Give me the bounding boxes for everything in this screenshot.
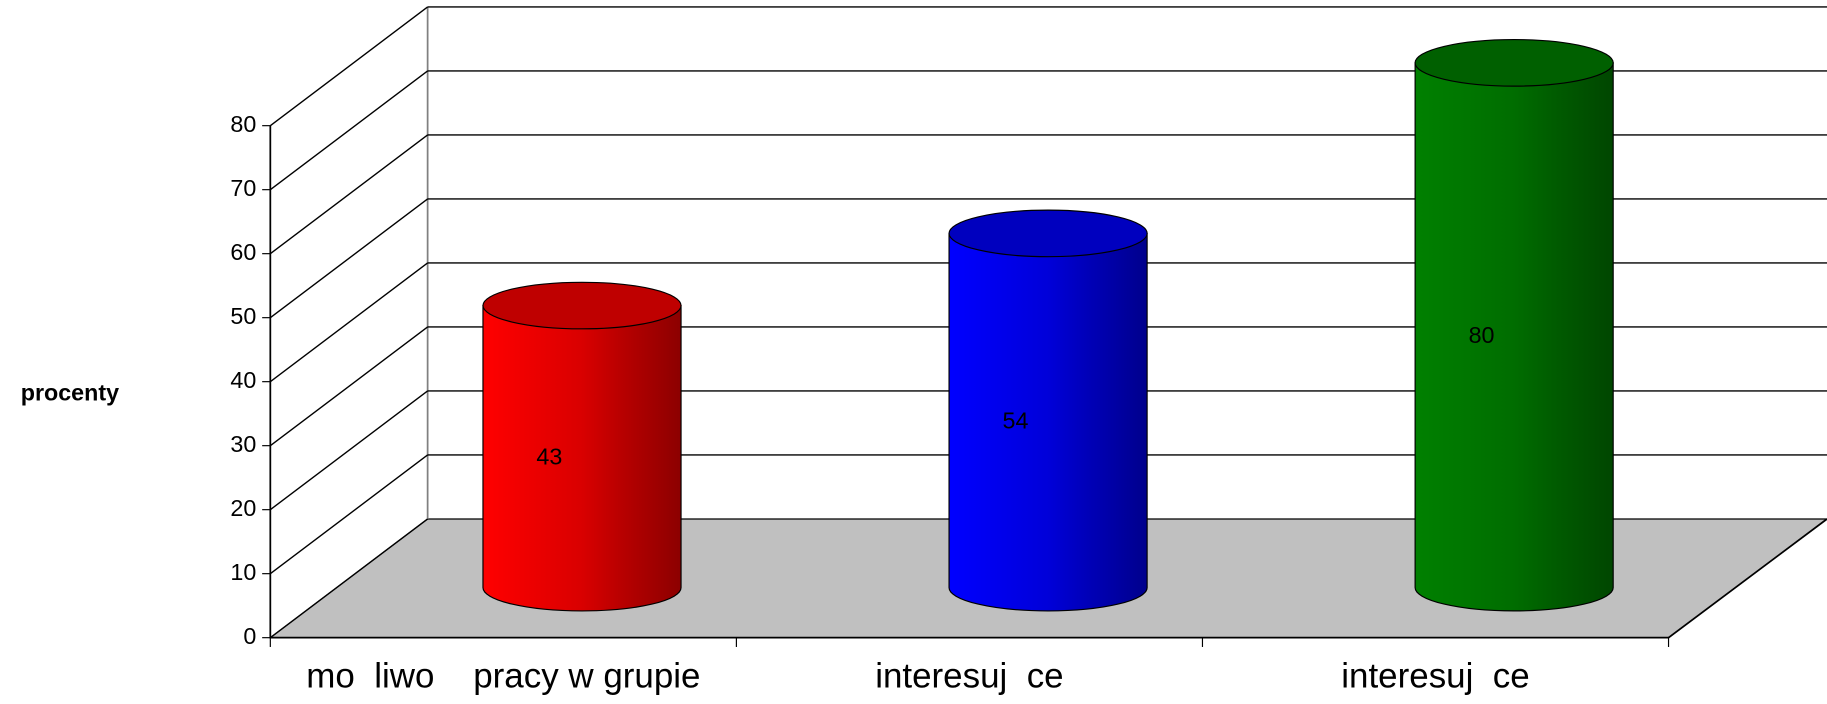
- grid-line: [269, 262, 429, 383]
- y-tick-label: 10: [230, 559, 256, 585]
- y-tick-label: 60: [230, 239, 256, 265]
- grid-line: [269, 390, 429, 511]
- y-axis-label: procenty: [21, 380, 119, 406]
- value-label: 43: [536, 443, 562, 469]
- x-tick-label: interesuj ce: [1341, 657, 1529, 696]
- value-label: 80: [1469, 322, 1495, 348]
- x-tick-label: interesuj ce: [875, 657, 1063, 696]
- x-tick-label: mo liwo pracy w grupie: [306, 657, 700, 696]
- grid-line: [269, 326, 429, 447]
- y-tick-label: 20: [230, 495, 256, 521]
- y-tick-label: 40: [230, 367, 256, 393]
- bar-top: [1414, 38, 1614, 87]
- grid-line: [269, 6, 429, 127]
- bar-top: [948, 209, 1148, 258]
- y-tick-label: 70: [230, 175, 256, 201]
- grid-line: [269, 70, 429, 191]
- y-tick-label: 50: [230, 303, 256, 329]
- bar: [1414, 62, 1614, 612]
- bar: [948, 232, 1148, 612]
- y-tick-label: 80: [230, 111, 256, 137]
- bar-top: [482, 281, 682, 330]
- bar: [482, 304, 682, 612]
- y-tick-label: 30: [230, 431, 256, 457]
- value-label: 54: [1002, 407, 1028, 433]
- grid-line: [269, 454, 429, 575]
- floor-edge: [1668, 518, 1827, 639]
- grid-line: [269, 134, 429, 255]
- grid-line: [269, 518, 429, 639]
- y-tick-label: 0: [243, 623, 256, 649]
- grid-line: [269, 198, 429, 319]
